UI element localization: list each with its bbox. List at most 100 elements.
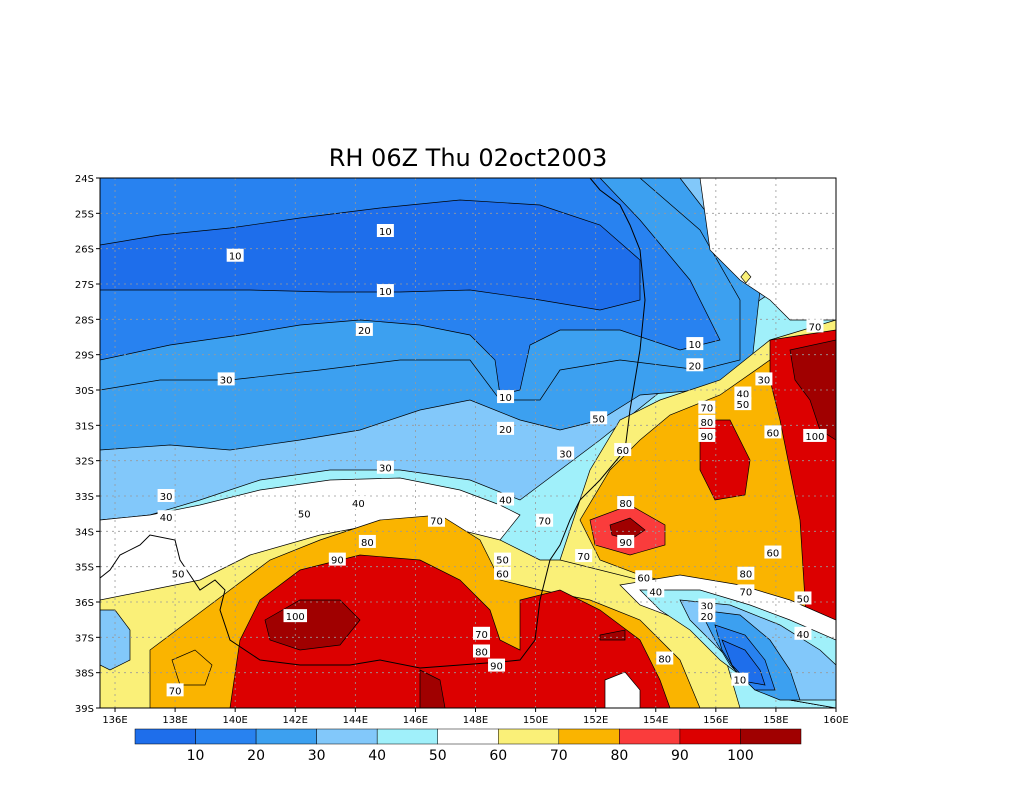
colorbar-swatch-9 — [679, 728, 741, 745]
contour-label-text: 50 — [737, 400, 750, 411]
colorbar-label: 10 — [187, 748, 205, 764]
x-tick-label: 158E — [763, 715, 788, 726]
contour-label-bg — [698, 414, 716, 428]
contour-label-bg — [737, 584, 755, 598]
contour-label: 40 — [349, 496, 367, 510]
contour-label: 80 — [656, 651, 674, 666]
contour-label: 40 — [647, 584, 665, 598]
y-tick-label: 36S — [75, 598, 94, 609]
contour-label: 80 — [617, 496, 635, 510]
colorbar-label: 100 — [727, 748, 754, 764]
contour-label-text: 40 — [797, 630, 810, 641]
contour-label: 20 — [686, 358, 704, 372]
y-tick-label: 27S — [75, 280, 94, 291]
contour-label-bg — [217, 372, 235, 386]
contour-label-text: 80 — [619, 499, 632, 510]
y-tick-label: 33S — [75, 492, 94, 503]
y-tick-label: 25S — [75, 209, 94, 220]
contour-label-bg — [764, 545, 782, 559]
contour-label-bg — [617, 534, 635, 548]
colorbar-swatch-7 — [558, 728, 620, 745]
colorbar-label: 90 — [671, 748, 689, 764]
contour-label: 10 — [226, 248, 244, 263]
x-tick-label: 142E — [283, 715, 308, 726]
rh-region-sw-100c — [599, 629, 626, 641]
contour-label: 60 — [764, 545, 782, 560]
contour-label-text: 80 — [658, 655, 671, 666]
contour-label-bg — [698, 400, 716, 414]
contour-label: 80 — [358, 534, 376, 549]
contour-label-text: 30 — [559, 450, 572, 461]
contour-label-bg — [473, 626, 491, 640]
contour-label: 40 — [794, 626, 812, 641]
contour-label: 90 — [488, 658, 506, 673]
contour-label-bg — [590, 411, 608, 425]
contour-label-bg — [737, 566, 755, 580]
colorbar-swatch-1 — [195, 728, 257, 745]
colorbar-swatch-8 — [619, 728, 681, 745]
contour-label-text: 70 — [538, 517, 551, 528]
rh-region-sw-100b — [419, 669, 446, 708]
contour-label-bg — [283, 609, 308, 623]
chart-title: RH 06Z Thu 02oct2003 — [329, 144, 608, 172]
contour-label-bg — [806, 319, 824, 333]
contour-label-text: 80 — [361, 538, 374, 549]
contour-label: 100 — [283, 609, 308, 623]
contour-label: 50 — [494, 552, 512, 567]
x-tick-label: 136E — [102, 715, 127, 726]
contour-label: 70 — [166, 683, 184, 697]
contour-label-bg — [427, 513, 445, 527]
contour-label: 30 — [157, 489, 175, 503]
contour-label: 60 — [635, 570, 653, 584]
contour-label-bg — [494, 552, 512, 566]
y-tick-label: 30S — [75, 386, 94, 397]
rh-region-ne-70-spot — [740, 270, 752, 284]
colorbar-swatch-6 — [498, 728, 560, 745]
plot-frame — [99, 177, 837, 709]
contour-label: 20 — [497, 421, 515, 436]
colorbar-label: 70 — [550, 748, 568, 764]
contour-label-bg — [157, 489, 175, 502]
contour-label-text: 50 — [592, 414, 605, 425]
contour-label-bg — [376, 224, 394, 237]
contour-label: 70 — [737, 584, 755, 598]
contour-label-bg — [698, 609, 716, 623]
contour-label-text: 90 — [490, 662, 503, 673]
contour-label-bg — [635, 570, 653, 584]
contour-label-text: 30 — [379, 464, 392, 475]
contour-label-bg — [358, 534, 376, 548]
contour-label: 10 — [731, 672, 749, 687]
y-tick-label: 31S — [75, 421, 94, 432]
colorbar-label: 60 — [489, 748, 507, 764]
contour-label: 90 — [698, 428, 716, 443]
contour-label-bg — [575, 549, 593, 563]
colorbar-swatch-3 — [316, 728, 378, 745]
contour-label: 10 — [497, 390, 515, 404]
contour-label: 30 — [698, 598, 716, 613]
contour-label-text: 50 — [496, 556, 509, 567]
contour-label-text: 30 — [700, 602, 713, 613]
contour-label-bg — [166, 683, 184, 697]
contour-label: 70 — [806, 319, 824, 333]
contour-label: 40 — [157, 510, 175, 524]
colorbar: 10 20 30 40 50 60 70 80 90 100 — [134, 728, 802, 764]
y-tick-label: 29S — [75, 351, 94, 362]
contour-label: 70 — [427, 513, 445, 528]
contour-label-text: 20 — [688, 361, 701, 372]
contour-label-text: 40 — [649, 587, 662, 598]
contour-label: 40 — [497, 492, 515, 507]
contour-label: 80 — [698, 414, 716, 429]
x-tick-label: 156E — [703, 715, 728, 726]
contour-label-text: 70 — [577, 552, 590, 563]
contour-label-bg — [794, 591, 812, 605]
contour-label-bg — [794, 626, 812, 640]
contour-label-bg — [614, 443, 632, 457]
contour-label-bg — [169, 566, 187, 580]
contour-label-bg — [473, 644, 491, 658]
contour-label-bg — [494, 566, 512, 580]
contour-label-text: 70 — [169, 686, 182, 697]
colorbar-swatch-0 — [134, 728, 196, 745]
contour-label-bg — [686, 337, 704, 351]
